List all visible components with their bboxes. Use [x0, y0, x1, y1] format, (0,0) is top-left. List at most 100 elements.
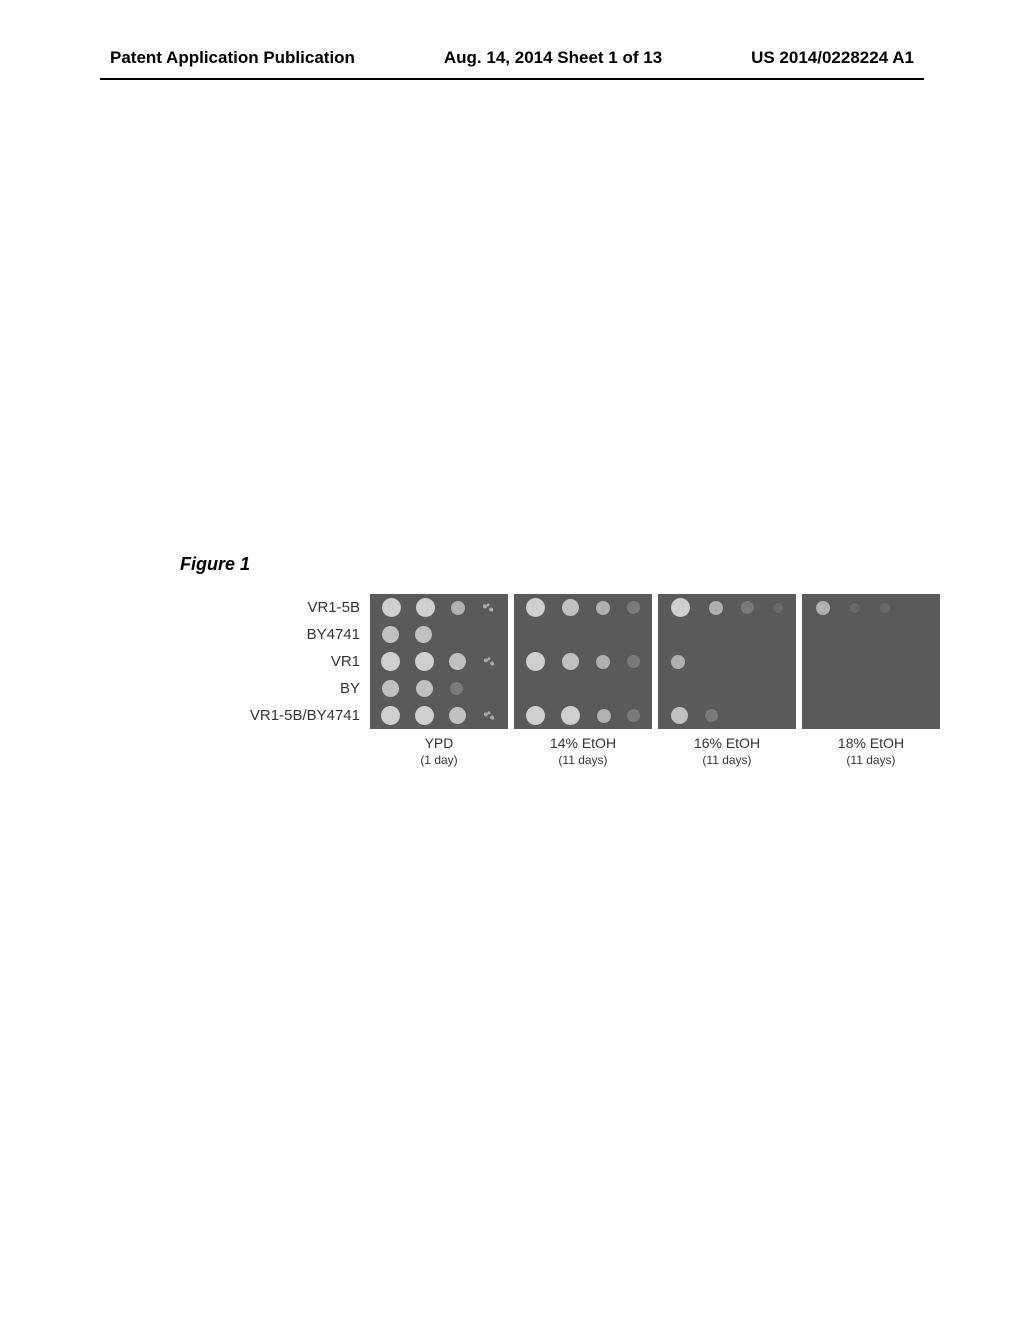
assay-panel [658, 648, 796, 675]
assay-panel [802, 621, 940, 648]
colony-spot [559, 681, 575, 697]
colony-spot [480, 627, 496, 643]
colony-spot [814, 654, 830, 670]
colony-spot [596, 655, 610, 669]
colony-spot [879, 654, 895, 670]
colony-spot [850, 603, 860, 613]
assay-panel [370, 702, 508, 729]
condition-label: 16% EtOH(11 days) [658, 735, 796, 768]
colony-spot [526, 652, 545, 671]
colony-spot [702, 654, 718, 670]
assay-row: VR1-5B/BY4741 [180, 702, 940, 729]
strain-label: BY [180, 680, 370, 697]
colony-spot [671, 707, 688, 724]
colony-spot [671, 598, 690, 617]
colony-spot [415, 626, 432, 643]
colony-spot [415, 652, 434, 671]
colony-spot [562, 599, 579, 616]
colony-spot [450, 682, 463, 695]
assay-panel [658, 594, 796, 621]
assay-panel [802, 594, 940, 621]
colony-spot [526, 706, 545, 725]
colony-spot [627, 709, 640, 722]
assay-panel [514, 702, 652, 729]
colony-spot [627, 655, 640, 668]
colony-spot [735, 681, 751, 697]
colony-spot [912, 654, 928, 670]
spot-assay: VR1-5B BY4741 VR1 BY VR1-5B/BY4741 YPD(1 day… [180, 594, 940, 768]
assay-panel [802, 702, 940, 729]
colony-spot [741, 601, 754, 614]
colony-spot [816, 601, 830, 615]
colony-spot [912, 708, 928, 724]
colony-spot [847, 654, 863, 670]
colony-spot [768, 654, 784, 670]
colony-spot [671, 655, 685, 669]
colony-spot [416, 680, 433, 697]
colony-spot [526, 681, 542, 697]
colony-spot [591, 627, 607, 643]
colony-spot [449, 653, 466, 670]
header-left: Patent Application Publication [110, 48, 355, 68]
assay-panel [514, 648, 652, 675]
strain-label: BY4741 [180, 626, 370, 643]
condition-label: YPD(1 day) [370, 735, 508, 768]
colony-spot [768, 627, 784, 643]
colony-spot [451, 601, 465, 615]
colony-spot [768, 681, 784, 697]
colony-spot [382, 626, 399, 643]
colony-spot [912, 681, 928, 697]
colony-spot [624, 627, 640, 643]
strain-label: VR1-5B/BY4741 [180, 707, 370, 724]
colony-spot [562, 653, 579, 670]
colony-spot [416, 598, 435, 617]
header-rule [100, 78, 924, 80]
assay-panel [802, 675, 940, 702]
assay-panel [370, 648, 508, 675]
colony-spot [735, 654, 751, 670]
colony-spot [627, 601, 640, 614]
colony-spot [624, 681, 640, 697]
strain-label: VR1-5B [180, 599, 370, 616]
header-right: US 2014/0228224 A1 [751, 48, 914, 68]
condition-label: 14% EtOH(11 days) [514, 735, 652, 768]
colony-spot [526, 598, 545, 617]
colony-spot [879, 627, 895, 643]
colony-spot [814, 681, 830, 697]
assay-panel [658, 702, 796, 729]
colony-spot [709, 601, 723, 615]
figure-label: Figure 1 [180, 554, 250, 575]
colony-spot [847, 708, 863, 724]
colony-spot [735, 627, 751, 643]
assay-row: BY4741 [180, 621, 940, 648]
colony-spot [561, 706, 580, 725]
assay-panel [370, 621, 508, 648]
assay-row: VR1 [180, 648, 940, 675]
colony-spot [481, 654, 497, 670]
colony-spot [670, 627, 686, 643]
colony-spot [814, 627, 830, 643]
header-center: Aug. 14, 2014 Sheet 1 of 13 [444, 48, 662, 68]
colony-spot [480, 681, 496, 697]
colony-spot [526, 627, 542, 643]
colony-spot [814, 708, 830, 724]
colony-spot [597, 709, 611, 723]
colony-spot [448, 627, 464, 643]
assay-row: BY [180, 675, 940, 702]
assay-panel [802, 648, 940, 675]
colony-spot [773, 603, 783, 613]
colony-spot [382, 680, 399, 697]
colony-spot [880, 603, 890, 613]
colony-spot [879, 708, 895, 724]
colony-spot [847, 681, 863, 697]
colony-spot [415, 706, 434, 725]
colony-spot [768, 708, 784, 724]
colony-spot [381, 652, 400, 671]
assay-panel [514, 675, 652, 702]
colony-spot [480, 600, 496, 616]
condition-label: 18% EtOH(11 days) [802, 735, 940, 768]
assay-panel [514, 594, 652, 621]
colony-spot [703, 681, 719, 697]
assay-panel [370, 594, 508, 621]
colony-spot [481, 708, 497, 724]
